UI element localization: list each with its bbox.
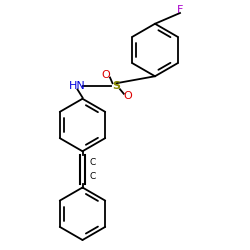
Text: C: C — [90, 158, 96, 167]
Text: C: C — [90, 172, 96, 181]
Text: O: O — [123, 91, 132, 101]
Text: HN: HN — [69, 81, 86, 91]
Text: S: S — [112, 81, 120, 91]
Text: F: F — [177, 5, 183, 15]
Text: O: O — [102, 70, 110, 80]
